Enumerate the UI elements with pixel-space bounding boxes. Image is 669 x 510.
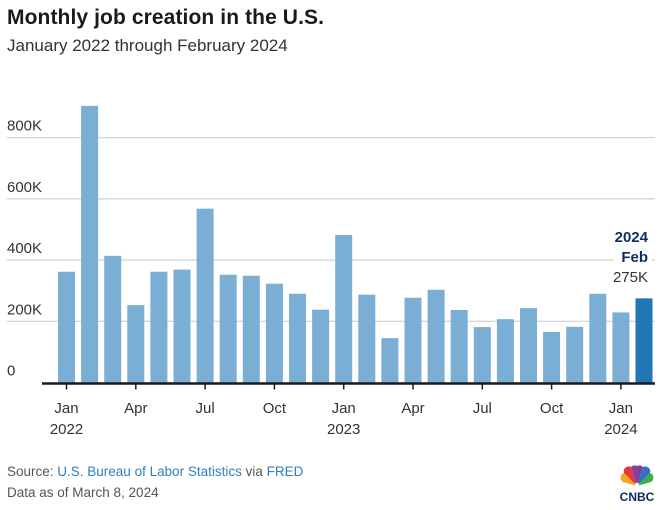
bar (173, 269, 191, 383)
bar (427, 289, 445, 383)
bar (289, 293, 306, 383)
x-tick-label: Jul (473, 400, 492, 417)
bar (543, 332, 561, 383)
x-tick-label: Jan (54, 400, 78, 417)
bar (81, 105, 99, 383)
chart-title: Monthly job creation in the U.S. (7, 6, 325, 29)
x-tick-year-label: 2024 (604, 421, 637, 438)
x-tick-label: Apr (401, 400, 424, 417)
bar (219, 274, 237, 383)
bar (496, 319, 514, 383)
x-tick-label: Oct (540, 400, 564, 417)
bar (127, 305, 145, 383)
y-tick-label: 800K (7, 118, 42, 135)
source-prefix: Source: (7, 464, 58, 479)
x-tick-label: Jan (332, 400, 356, 417)
bar-highlighted (635, 298, 653, 383)
peacock-icon: CNBC (620, 465, 655, 504)
bar (312, 309, 330, 383)
cnbc-logo: CNBC (614, 462, 660, 504)
bar (242, 275, 260, 383)
x-tick-label: Apr (124, 400, 147, 417)
bar (404, 297, 422, 383)
bar (520, 308, 537, 383)
bar (58, 271, 75, 383)
source-note: Source: U.S. Bureau of Labor Statistics … (7, 464, 303, 479)
bar (566, 326, 584, 383)
y-axis-labels: 0 200K 400K 600K 800K (7, 118, 42, 380)
y-tick-label: 200K (7, 301, 42, 318)
x-tick-year-label: 2023 (327, 421, 360, 438)
bar (381, 338, 399, 383)
source-link-fred[interactable]: FRED (266, 464, 304, 479)
bar (196, 208, 214, 383)
x-axis: Jan 2022 Apr Jul Oct Jan 2023 Apr Jul Oct Jan 2024 (42, 382, 655, 438)
annotation-label-bg (614, 249, 652, 265)
bar (265, 283, 283, 383)
bar (150, 271, 168, 383)
bar (473, 327, 491, 383)
bar (335, 235, 353, 383)
x-tick-label: Jan (609, 400, 633, 417)
source-via: via (241, 464, 267, 479)
y-tick-label: 0 (7, 363, 15, 380)
source-link-bls[interactable]: U.S. Bureau of Labor Statistics (57, 464, 242, 479)
chart-subtitle: January 2022 through February 2024 (7, 36, 288, 55)
y-tick-label: 600K (7, 179, 42, 196)
annotation-year: 2024 (615, 229, 649, 246)
y-tick-label: 400K (7, 240, 42, 257)
annotation: 2024 Feb 275K (613, 229, 652, 286)
bar (589, 293, 607, 383)
x-tick-label: Jul (196, 400, 215, 417)
data-as-of-note: Data as of March 8, 2024 (7, 485, 159, 500)
cnbc-wordmark: CNBC (620, 490, 655, 504)
bars (58, 105, 653, 383)
x-tick-year-label: 2022 (50, 421, 83, 438)
bar (612, 312, 630, 383)
bar (104, 255, 122, 383)
bar (358, 294, 376, 383)
annotation-value: 275K (613, 269, 648, 286)
annotation-month: Feb (621, 249, 648, 266)
bar (450, 309, 468, 383)
x-tick-label: Oct (263, 400, 287, 417)
